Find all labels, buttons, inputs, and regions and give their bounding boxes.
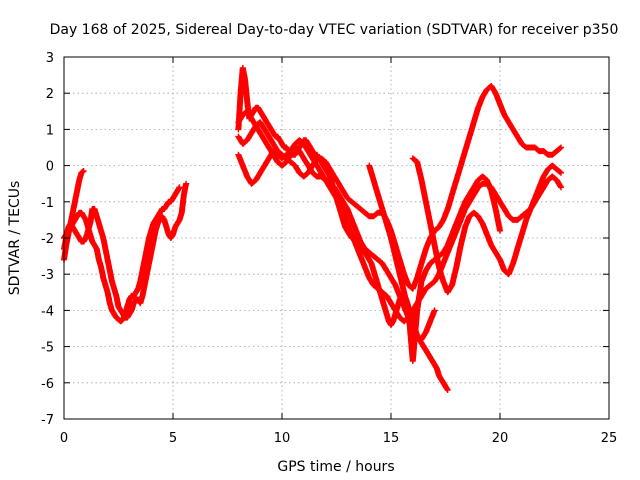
y-tick-label: 2 [46, 87, 54, 102]
grid-lines [64, 57, 609, 419]
y-tick-label: 3 [46, 51, 54, 66]
series-9-markers [409, 155, 564, 296]
x-tick-label: 25 [601, 431, 618, 446]
x-tick-label: 5 [169, 431, 177, 446]
y-tick-label: -3 [41, 268, 54, 283]
series-8-markers [366, 162, 503, 365]
series-6-markers [235, 83, 564, 292]
y-tick-label: -7 [41, 413, 54, 428]
x-tick-labels: 0 5 10 15 20 25 [60, 431, 617, 446]
y-tick-label: 0 [46, 160, 54, 175]
axis-ticks [63, 56, 610, 420]
series-2-markers [61, 184, 183, 325]
x-tick-label: 10 [274, 431, 291, 446]
y-tick-label: -1 [41, 196, 54, 211]
y-tick-labels: -7 -6 -5 -4 -3 -2 -1 0 1 2 3 [41, 51, 54, 428]
x-tick-label: 15 [383, 431, 400, 446]
x-tick-label: 0 [60, 431, 68, 446]
y-tick-label: -2 [41, 232, 54, 247]
y-tick-label: -6 [41, 377, 54, 392]
y-tick-label: -4 [41, 304, 54, 319]
y-tick-label: 1 [46, 123, 54, 138]
chart-title: Day 168 of 2025, Sidereal Day-to-day VTE… [50, 22, 619, 38]
x-tick-label: 20 [492, 431, 509, 446]
series-4-markers [235, 64, 451, 393]
data-series [61, 64, 564, 393]
x-axis-label: GPS time / hours [277, 459, 394, 475]
y-axis-label: SDTVAR / TECUs [7, 181, 23, 296]
y-tick-label: -5 [41, 341, 54, 356]
